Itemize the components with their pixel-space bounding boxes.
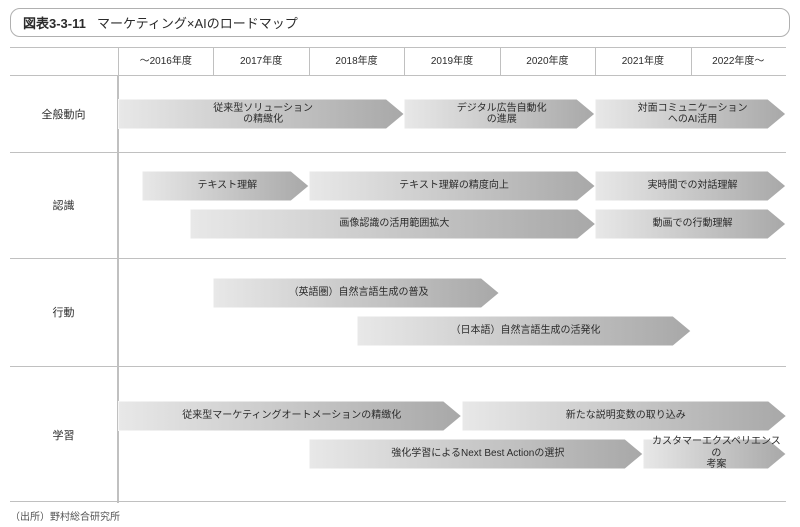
year-tick	[213, 48, 214, 76]
row-label-overall: 全般動向	[10, 76, 118, 152]
roadmap-arrow: 従来型ソリューション の精緻化	[118, 99, 404, 129]
arrow-label: カスタマーエクスペリエンスの 考案	[651, 436, 782, 471]
arrow-label: 新たな説明変数の取り込み	[566, 410, 686, 422]
roadmap-arrow: 画像認識の活用範囲拡大	[190, 209, 596, 239]
year-tick	[595, 48, 596, 76]
roadmap-arrow: テキスト理解	[142, 171, 309, 201]
roadmap-arrow: デジタル広告自動化 の進展	[404, 99, 595, 129]
arrow-label: 従来型マーケティングオートメーションの精緻化	[182, 410, 401, 422]
year-header-cell: ～2016年度	[118, 48, 213, 76]
year-header-cell: 2017年度	[213, 48, 308, 76]
arrow-label: 実時間での対話理解	[648, 180, 738, 192]
year-header-cell: 2019年度	[404, 48, 499, 76]
arrow-label: 動画での行動理解	[653, 218, 733, 230]
year-header-cell: 2022年度～	[691, 48, 786, 76]
arrow-label: （日本語）自然言語生成の活発化	[451, 325, 601, 337]
year-header-row: ～2016年度2017年度2018年度2019年度2020年度2021年度202…	[10, 48, 786, 76]
roadmap-arrow: 対面コミュニケーション へのAI活用	[595, 99, 786, 129]
arrow-label: デジタル広告自動化 の進展	[457, 103, 547, 126]
arrow-label: 対面コミュニケーション へのAI活用	[638, 103, 748, 126]
row-divider	[10, 258, 786, 259]
roadmap-arrow: 新たな説明変数の取り込み	[462, 401, 786, 431]
roadmap-arrow: 実時間での対話理解	[595, 171, 786, 201]
year-header-cell: 2020年度	[500, 48, 595, 76]
year-header-cell: 2021年度	[595, 48, 690, 76]
year-tick	[309, 48, 310, 76]
roadmap-chart: ～2016年度2017年度2018年度2019年度2020年度2021年度202…	[10, 47, 786, 502]
roadmap-arrow: 従来型マーケティングオートメーションの精緻化	[118, 401, 462, 431]
roadmap-arrow: カスタマーエクスペリエンスの 考案	[643, 439, 786, 469]
year-header-cell: 2018年度	[309, 48, 404, 76]
arrow-label: 従来型ソリューション の精緻化	[213, 103, 313, 126]
arrow-label: テキスト理解	[197, 180, 257, 192]
roadmap-arrow: （英語圏）自然言語生成の普及	[213, 278, 499, 308]
row-divider	[10, 152, 786, 153]
arrow-label: 画像認識の活用範囲拡大	[339, 218, 449, 230]
row-label-action: 行動	[10, 258, 118, 366]
year-tick	[404, 48, 405, 76]
roadmap-arrow: 動画での行動理解	[595, 209, 786, 239]
figure-title-bar: 図表3-3-11 マーケティング×AIのロードマップ	[10, 8, 790, 37]
row-label-recognition: 認識	[10, 152, 118, 258]
source-attribution: （出所）野村総合研究所	[10, 508, 790, 523]
roadmap-arrow: テキスト理解の精度向上	[309, 171, 595, 201]
figure-title: マーケティング×AIのロードマップ	[97, 16, 298, 31]
figure-number: 図表3-3-11	[23, 16, 86, 31]
arrow-label: 強化学習によるNext Best Actionの選択	[391, 448, 564, 460]
arrow-label: （英語圏）自然言語生成の普及	[289, 287, 429, 299]
row-divider	[10, 366, 786, 367]
row-label-learning: 学習	[10, 366, 118, 503]
year-tick	[691, 48, 692, 76]
arrow-label: テキスト理解の精度向上	[399, 180, 509, 192]
roadmap-arrow: 強化学習によるNext Best Actionの選択	[309, 439, 643, 469]
year-tick	[500, 48, 501, 76]
roadmap-arrow: （日本語）自然言語生成の活発化	[357, 316, 691, 346]
